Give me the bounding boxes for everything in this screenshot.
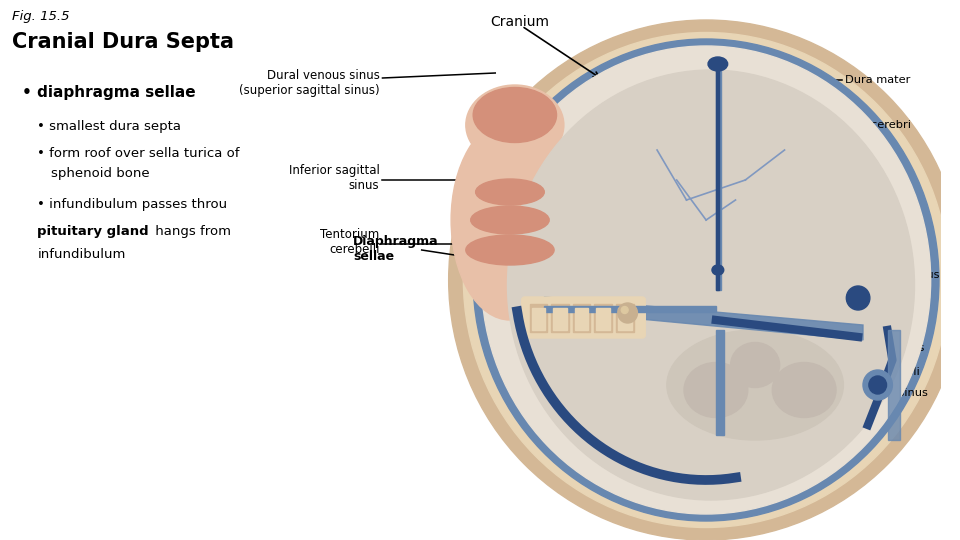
Text: Occipital sinus: Occipital sinus xyxy=(846,388,928,398)
Polygon shape xyxy=(716,330,724,435)
Bar xyxy=(530,304,547,332)
Polygon shape xyxy=(716,69,719,290)
Text: hangs from: hangs from xyxy=(151,225,231,238)
Text: • smallest dura septa: • smallest dura septa xyxy=(37,120,181,133)
Polygon shape xyxy=(716,69,721,290)
Text: Transverse sinus: Transverse sinus xyxy=(846,270,940,280)
Text: Fig. 15.5: Fig. 15.5 xyxy=(12,10,69,23)
Circle shape xyxy=(863,370,893,400)
Ellipse shape xyxy=(652,320,858,450)
Ellipse shape xyxy=(667,330,844,440)
Ellipse shape xyxy=(473,39,939,521)
Text: Sigmoid sinus: Sigmoid sinus xyxy=(846,343,924,353)
Text: Pituitary
gland: Pituitary gland xyxy=(572,440,647,472)
Ellipse shape xyxy=(470,206,549,234)
Text: Falx cerebri: Falx cerebri xyxy=(846,120,911,130)
Text: Inferior sagittal
sinus: Inferior sagittal sinus xyxy=(289,164,379,192)
Text: Straight sinus: Straight sinus xyxy=(846,238,924,248)
Polygon shape xyxy=(544,297,863,340)
Text: • form roof over sella turica of: • form roof over sella turica of xyxy=(37,147,240,160)
Text: Tentorium
cerebelli: Tentorium cerebelli xyxy=(321,228,379,256)
Ellipse shape xyxy=(475,179,544,205)
Text: • diaphragma sellae: • diaphragma sellae xyxy=(21,85,195,100)
Bar xyxy=(532,308,545,330)
Text: Diaphragma
sellae: Diaphragma sellae xyxy=(353,235,439,263)
Text: Dura mater: Dura mater xyxy=(846,75,911,85)
Ellipse shape xyxy=(508,70,915,500)
Ellipse shape xyxy=(473,87,557,143)
Bar xyxy=(551,304,568,332)
Bar xyxy=(596,308,610,330)
Text: • infundibulum passes throu: • infundibulum passes throu xyxy=(37,198,228,211)
Ellipse shape xyxy=(482,46,930,514)
Bar xyxy=(575,308,588,330)
Text: Cranium: Cranium xyxy=(491,15,549,29)
Ellipse shape xyxy=(772,362,836,417)
Text: Cranial Dura Septa: Cranial Dura Septa xyxy=(12,32,234,52)
Circle shape xyxy=(618,303,637,323)
Polygon shape xyxy=(544,306,716,312)
Ellipse shape xyxy=(684,362,748,417)
Bar xyxy=(553,308,566,330)
Circle shape xyxy=(621,307,628,314)
Bar xyxy=(616,304,634,332)
Ellipse shape xyxy=(708,57,728,71)
Ellipse shape xyxy=(731,342,780,388)
Ellipse shape xyxy=(448,20,960,540)
Text: infundibulum: infundibulum xyxy=(37,248,126,261)
Circle shape xyxy=(847,286,870,310)
Ellipse shape xyxy=(712,265,724,275)
Text: Dural venous sinus
(superior sagittal sinus): Dural venous sinus (superior sagittal si… xyxy=(239,69,379,97)
Bar xyxy=(594,304,612,332)
Text: pituitary gland: pituitary gland xyxy=(37,225,149,238)
Text: Falx cerebelli: Falx cerebelli xyxy=(846,367,920,377)
Ellipse shape xyxy=(466,235,554,265)
Bar xyxy=(618,308,632,330)
Ellipse shape xyxy=(464,32,948,528)
Text: sphenoid bone: sphenoid bone xyxy=(51,167,150,180)
Ellipse shape xyxy=(466,85,564,165)
Text: Confluence
of sinuses: Confluence of sinuses xyxy=(846,297,909,319)
FancyBboxPatch shape xyxy=(521,297,645,338)
Ellipse shape xyxy=(451,120,568,320)
Bar xyxy=(573,304,590,332)
Polygon shape xyxy=(887,330,900,440)
Circle shape xyxy=(869,376,886,394)
